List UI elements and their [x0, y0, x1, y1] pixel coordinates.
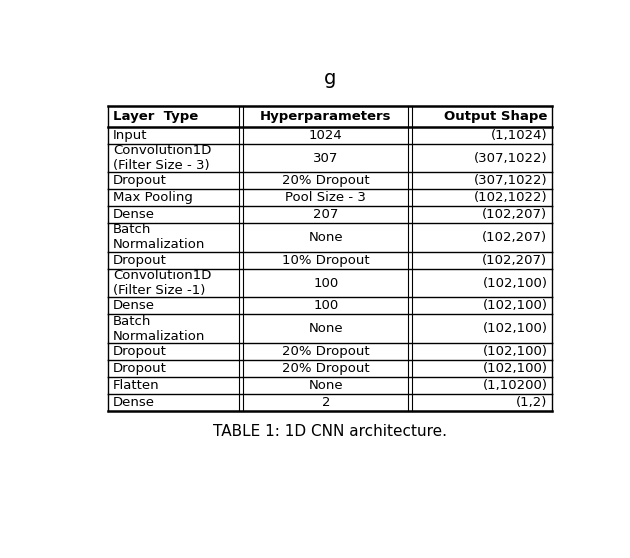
Text: (307,1022): (307,1022): [474, 152, 547, 165]
Text: Dense: Dense: [113, 208, 155, 221]
Text: 10% Dropout: 10% Dropout: [282, 254, 370, 267]
Text: (102,1022): (102,1022): [474, 191, 547, 204]
Text: Dense: Dense: [113, 300, 155, 312]
Text: Dropout: Dropout: [113, 362, 167, 375]
Text: (1,10200): (1,10200): [483, 379, 547, 392]
Text: Convolution1D
(Filter Size -1): Convolution1D (Filter Size -1): [113, 269, 211, 297]
Text: 20% Dropout: 20% Dropout: [282, 174, 370, 187]
Text: (307,1022): (307,1022): [474, 174, 547, 187]
Text: (102,207): (102,207): [483, 231, 547, 244]
Text: (102,100): (102,100): [483, 300, 547, 312]
Text: (102,100): (102,100): [483, 345, 547, 358]
Text: TABLE 1: 1D CNN architecture.: TABLE 1: 1D CNN architecture.: [213, 424, 447, 439]
Text: (102,100): (102,100): [483, 322, 547, 335]
Text: (102,207): (102,207): [483, 208, 547, 221]
Text: 20% Dropout: 20% Dropout: [282, 345, 370, 358]
Text: 207: 207: [313, 208, 338, 221]
Text: Dense: Dense: [113, 396, 155, 409]
Text: Output Shape: Output Shape: [444, 110, 547, 123]
Text: 100: 100: [313, 300, 338, 312]
Text: (102,100): (102,100): [483, 277, 547, 290]
Text: Dropout: Dropout: [113, 345, 167, 358]
Text: Hyperparameters: Hyperparameters: [260, 110, 391, 123]
Text: 20% Dropout: 20% Dropout: [282, 362, 370, 375]
Text: (102,207): (102,207): [483, 254, 547, 267]
Text: g: g: [324, 69, 336, 88]
Text: (1,2): (1,2): [516, 396, 547, 409]
Text: 1024: 1024: [309, 129, 343, 142]
Text: Convolution1D
(Filter Size - 3): Convolution1D (Filter Size - 3): [113, 144, 211, 172]
Text: None: None: [309, 322, 343, 335]
Text: Pool Size - 3: Pool Size - 3: [285, 191, 366, 204]
Text: Dropout: Dropout: [113, 174, 167, 187]
Text: 100: 100: [313, 277, 338, 290]
Text: 307: 307: [313, 152, 338, 165]
Text: (1,1024): (1,1024): [491, 129, 547, 142]
Text: Batch
Normalization: Batch Normalization: [113, 223, 205, 252]
Text: Max Pooling: Max Pooling: [113, 191, 193, 204]
Text: 2: 2: [321, 396, 330, 409]
Text: (102,100): (102,100): [483, 362, 547, 375]
Text: Batch
Normalization: Batch Normalization: [113, 315, 205, 343]
Text: Layer  Type: Layer Type: [113, 110, 198, 123]
Text: Flatten: Flatten: [113, 379, 159, 392]
Text: Dropout: Dropout: [113, 254, 167, 267]
Text: None: None: [309, 231, 343, 244]
Text: None: None: [309, 379, 343, 392]
Text: Input: Input: [113, 129, 147, 142]
